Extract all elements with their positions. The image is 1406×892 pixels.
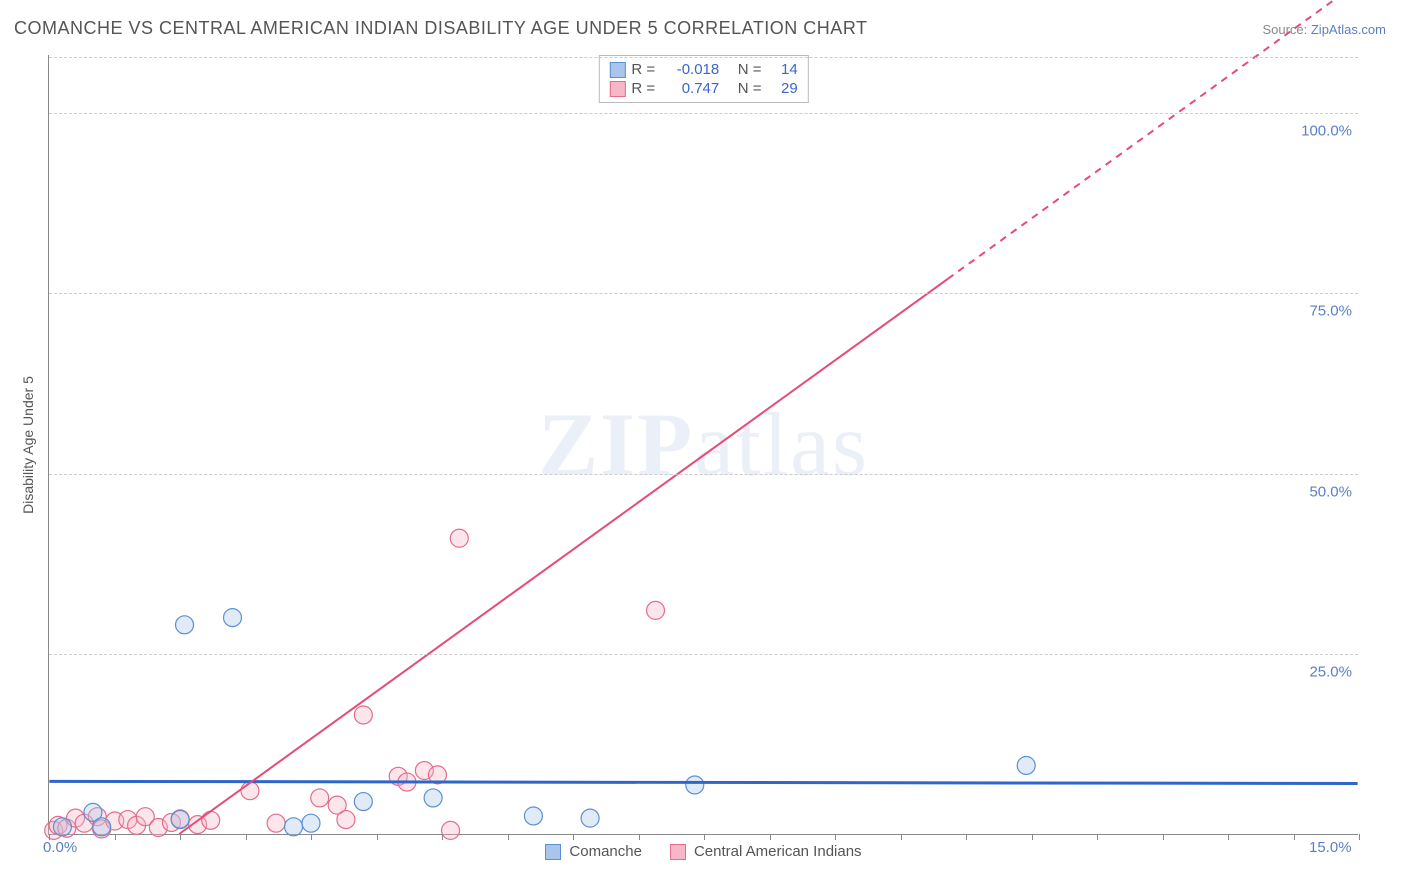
data-point bbox=[202, 811, 220, 829]
legend-item: Central American Indians bbox=[670, 843, 862, 860]
x-minor-tick bbox=[1097, 834, 1098, 840]
legend-label: Central American Indians bbox=[694, 843, 862, 860]
data-point bbox=[450, 529, 468, 547]
stats-r-value: 0.747 bbox=[665, 80, 719, 97]
data-point bbox=[93, 818, 111, 836]
data-point bbox=[267, 814, 285, 832]
data-point bbox=[337, 811, 355, 829]
data-point bbox=[176, 616, 194, 634]
gridline-h bbox=[49, 654, 1358, 655]
x-minor-tick bbox=[573, 834, 574, 840]
stats-n-label: N = bbox=[725, 61, 765, 78]
data-point bbox=[53, 818, 71, 836]
legend-item: Comanche bbox=[545, 843, 642, 860]
source-attribution: Source: ZipAtlas.com bbox=[1262, 22, 1386, 37]
chart-title: COMANCHE VS CENTRAL AMERICAN INDIAN DISA… bbox=[14, 18, 867, 39]
series-legend: Comanche Central American Indians bbox=[49, 843, 1358, 860]
legend-swatch bbox=[609, 81, 625, 97]
data-point bbox=[442, 821, 460, 839]
x-minor-tick bbox=[246, 834, 247, 840]
x-minor-tick bbox=[377, 834, 378, 840]
y-axis-title: Disability Age Under 5 bbox=[18, 55, 38, 835]
regression-line-extrapolated bbox=[948, 0, 1358, 279]
legend-swatch bbox=[609, 62, 625, 78]
plot-area: ZIPatlas R = -0.018 N = 14R = 0.747 N = … bbox=[48, 55, 1358, 835]
gridline-h bbox=[49, 57, 1358, 58]
data-point bbox=[302, 814, 320, 832]
stats-r-label: R = bbox=[631, 61, 659, 78]
x-tick-label: 15.0% bbox=[1309, 839, 1352, 856]
x-minor-tick bbox=[442, 834, 443, 840]
data-point bbox=[285, 818, 303, 836]
x-minor-tick bbox=[835, 834, 836, 840]
y-tick-label: 75.0% bbox=[1309, 303, 1352, 320]
y-tick-label: 25.0% bbox=[1309, 664, 1352, 681]
data-point bbox=[581, 809, 599, 827]
plot-svg bbox=[49, 55, 1358, 834]
regression-line bbox=[179, 279, 948, 834]
legend-swatch bbox=[545, 844, 561, 860]
x-minor-tick bbox=[1294, 834, 1295, 840]
stats-r-value: -0.018 bbox=[665, 61, 719, 78]
y-axis-title-text: Disability Age Under 5 bbox=[20, 376, 36, 514]
x-minor-tick bbox=[966, 834, 967, 840]
stats-legend-row: R = 0.747 N = 29 bbox=[609, 79, 797, 98]
x-minor-tick bbox=[901, 834, 902, 840]
stats-n-label: N = bbox=[725, 80, 765, 97]
data-point bbox=[524, 807, 542, 825]
x-minor-tick bbox=[508, 834, 509, 840]
data-point bbox=[311, 789, 329, 807]
data-point bbox=[686, 776, 704, 794]
x-minor-tick bbox=[49, 834, 50, 840]
data-point bbox=[647, 601, 665, 619]
stats-legend: R = -0.018 N = 14R = 0.747 N = 29 bbox=[598, 55, 808, 103]
x-minor-tick bbox=[311, 834, 312, 840]
legend-label: Comanche bbox=[569, 843, 642, 860]
x-minor-tick bbox=[1359, 834, 1360, 840]
data-point bbox=[424, 789, 442, 807]
gridline-h bbox=[49, 474, 1358, 475]
data-point bbox=[1017, 756, 1035, 774]
x-minor-tick bbox=[1163, 834, 1164, 840]
x-minor-tick bbox=[704, 834, 705, 840]
gridline-h bbox=[49, 293, 1358, 294]
data-point bbox=[171, 811, 189, 829]
legend-swatch bbox=[670, 844, 686, 860]
x-minor-tick bbox=[639, 834, 640, 840]
x-minor-tick bbox=[770, 834, 771, 840]
gridline-h bbox=[49, 113, 1358, 114]
stats-legend-row: R = -0.018 N = 14 bbox=[609, 60, 797, 79]
x-minor-tick bbox=[115, 834, 116, 840]
data-point bbox=[241, 782, 259, 800]
source-link[interactable]: ZipAtlas.com bbox=[1311, 22, 1386, 37]
y-tick-label: 100.0% bbox=[1301, 122, 1352, 139]
x-minor-tick bbox=[1032, 834, 1033, 840]
x-minor-tick bbox=[180, 834, 181, 840]
stats-r-label: R = bbox=[631, 80, 659, 97]
x-minor-tick bbox=[1228, 834, 1229, 840]
data-point bbox=[354, 793, 372, 811]
x-tick-label: 0.0% bbox=[43, 839, 77, 856]
data-point bbox=[224, 609, 242, 627]
data-point bbox=[354, 706, 372, 724]
stats-n-value: 14 bbox=[772, 61, 798, 78]
stats-n-value: 29 bbox=[772, 80, 798, 97]
y-tick-label: 50.0% bbox=[1309, 483, 1352, 500]
